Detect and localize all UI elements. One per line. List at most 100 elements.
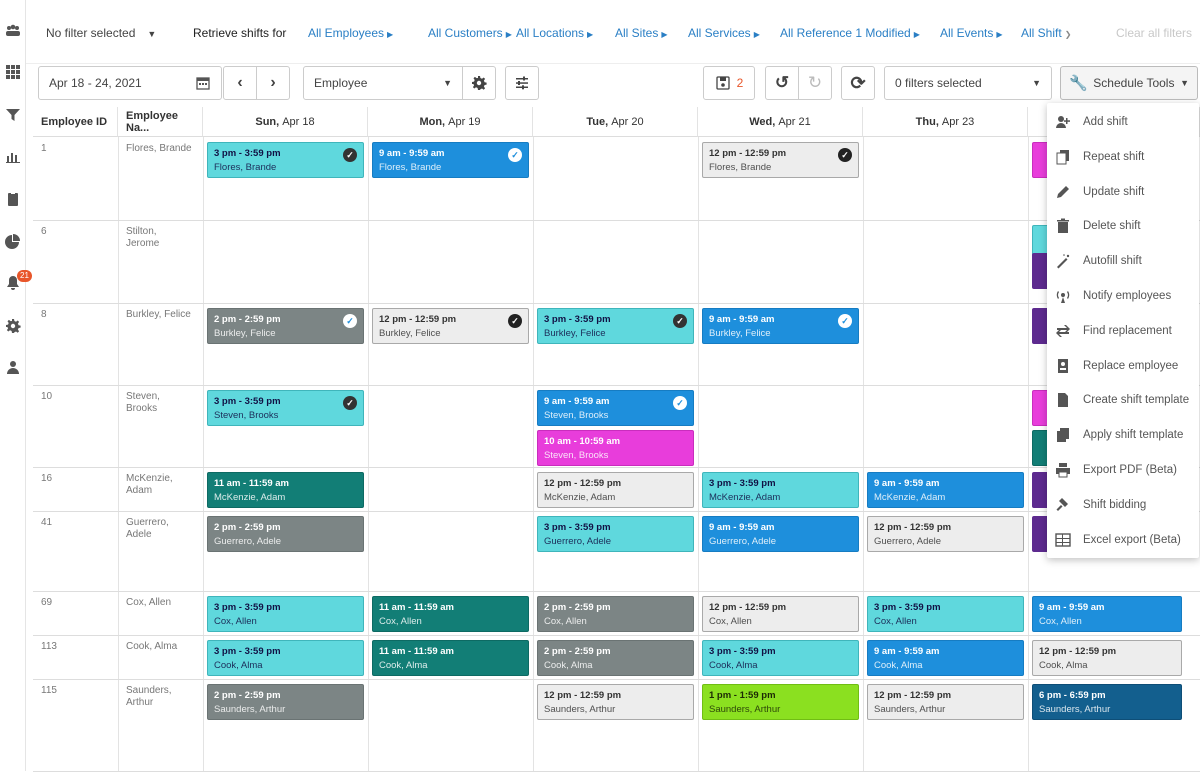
menu-item-repeat-shift[interactable]: Repeat shift [1047, 142, 1199, 172]
shift-card[interactable]: 12 pm - 12:59 pm Saunders, Arthur [537, 684, 694, 720]
menu-item-shift-bidding[interactable]: Shift bidding [1047, 490, 1199, 520]
menu-item-notify-employees[interactable]: Notify employees [1047, 281, 1199, 311]
employee-name-cell[interactable]: Cox, Allen [126, 597, 172, 608]
day-header[interactable]: Mon, Apr 19 [368, 107, 533, 137]
employee-name-cell[interactable]: Guerrero, Adele [126, 517, 169, 540]
grid-icon[interactable] [4, 63, 22, 81]
filter-sites[interactable]: All Sites ▶ [615, 26, 668, 40]
shift-card[interactable]: 3 pm - 3:59 pm Flores, Brande ✓ [207, 142, 364, 178]
refresh-icon: ⟳ [850, 72, 866, 93]
shift-card[interactable]: 2 pm - 2:59 pm Saunders, Arthur [207, 684, 364, 720]
undo-button[interactable]: ↺ [765, 66, 799, 100]
menu-item-add-shift[interactable]: Add shift [1047, 107, 1199, 137]
refresh-button[interactable]: ⟳ [841, 66, 875, 100]
shift-card[interactable]: 6 pm - 6:59 pm Saunders, Arthur [1032, 684, 1182, 720]
filter-select[interactable]: No filter selected ▼ [46, 26, 157, 40]
chevron-down-icon: ▼ [1180, 78, 1189, 88]
menu-item-delete-shift[interactable]: Delete shift [1047, 211, 1199, 241]
employee-name-cell[interactable]: Saunders, Arthur [126, 685, 172, 708]
shift-card[interactable]: 11 am - 11:59 am McKenzie, Adam [207, 472, 364, 508]
shift-card[interactable]: 11 am - 11:59 am Cox, Allen [372, 596, 529, 632]
shift-card[interactable]: 3 pm - 3:59 pm Burkley, Felice ✓ [537, 308, 694, 344]
filter-events[interactable]: All Events ▶ [940, 26, 1003, 40]
employee-name-cell[interactable]: Cook, Alma [126, 641, 178, 652]
chart-icon[interactable] [4, 147, 22, 165]
bell-icon[interactable]: 21 [4, 270, 32, 292]
menu-item-excel-export-beta[interactable]: Excel export (Beta) [1047, 525, 1199, 555]
shift-card[interactable]: 9 am - 9:59 am Cook, Alma [867, 640, 1024, 676]
employee-name-cell[interactable]: Steven, Brooks [126, 391, 160, 414]
employee-name-cell[interactable]: Burkley, Felice [126, 309, 191, 320]
shift-card[interactable]: 3 pm - 3:59 pm Guerrero, Adele [537, 516, 694, 552]
shift-card[interactable]: 9 am - 9:59 am Steven, Brooks ✓ [537, 390, 694, 426]
employee-name-cell[interactable]: McKenzie, Adam [126, 473, 173, 496]
shift-card[interactable]: 3 pm - 3:59 pm Cox, Allen [207, 596, 364, 632]
day-header[interactable]: Thu, Apr 23 [863, 107, 1028, 137]
clear-all-filters[interactable]: Clear all filters [1116, 26, 1193, 40]
menu-item-autofill-shift[interactable]: Autofill shift [1047, 246, 1199, 276]
shift-card[interactable]: 9 am - 9:59 am Burkley, Felice ✓ [702, 308, 859, 344]
employee-name-cell[interactable]: Flores, Brande [126, 143, 192, 154]
shift-card[interactable]: 9 am - 9:59 am Guerrero, Adele [702, 516, 859, 552]
shift-card[interactable]: 3 pm - 3:59 pm Cook, Alma [207, 640, 364, 676]
schedule-tools-button[interactable]: 🔧 Schedule Tools ▼ [1060, 66, 1198, 100]
shift-card[interactable]: 2 pm - 2:59 pm Cook, Alma [537, 640, 694, 676]
shift-card[interactable]: 10 am - 10:59 am Steven, Brooks [537, 430, 694, 466]
prev-week-button[interactable]: ‹ [223, 66, 257, 100]
filter-employees[interactable]: All Employees ▶ [308, 26, 394, 40]
col-header-employee-name[interactable]: Employee Na... [118, 107, 203, 137]
user-icon[interactable] [4, 358, 22, 376]
view-settings-button[interactable] [462, 66, 496, 100]
save-changes-button[interactable]: 2 [703, 66, 755, 100]
shift-card[interactable]: 9 am - 9:59 am Cox, Allen [1032, 596, 1182, 632]
shift-card[interactable]: 1 pm - 1:59 pm Saunders, Arthur [702, 684, 859, 720]
redo-button[interactable]: ↻ [798, 66, 832, 100]
filter-customers[interactable]: All Customers ▶ [428, 26, 512, 40]
next-week-button[interactable]: › [256, 66, 290, 100]
shift-time: 11 am - 11:59 am [214, 478, 289, 489]
menu-item-apply-shift-template[interactable]: Apply shift template [1047, 420, 1199, 450]
day-header[interactable]: Sun, Apr 18 [203, 107, 368, 137]
shift-card[interactable]: 12 pm - 12:59 pm Burkley, Felice ✓ [372, 308, 529, 344]
gear-icon[interactable] [4, 317, 22, 335]
shift-card[interactable]: 9 am - 9:59 am Flores, Brande ✓ [372, 142, 529, 178]
shift-card[interactable]: 11 am - 11:59 am Cook, Alma [372, 640, 529, 676]
shift-time: 3 pm - 3:59 pm [214, 396, 281, 407]
shift-card[interactable]: 3 pm - 3:59 pm Cook, Alma [702, 640, 859, 676]
date-range-picker[interactable]: Apr 18 - 24, 2021 [38, 66, 222, 100]
saved-filters-select[interactable]: 0 filters selected ▼ [884, 66, 1052, 100]
shift-employee: Cox, Allen [709, 616, 752, 627]
group-by-select[interactable]: Employee ▼ [303, 66, 463, 100]
employee-name-cell[interactable]: Stilton, Jerome [126, 226, 160, 249]
menu-item-update-shift[interactable]: Update shift [1047, 177, 1199, 207]
shift-card[interactable]: 3 pm - 3:59 pm Steven, Brooks ✓ [207, 390, 364, 426]
filter-icon[interactable] [4, 106, 22, 124]
columns-settings-button[interactable] [505, 66, 539, 100]
menu-item-export-pdf-beta[interactable]: Export PDF (Beta) [1047, 455, 1199, 485]
col-header-employee-id[interactable]: Employee ID [33, 107, 118, 137]
day-header[interactable]: Wed, Apr 21 [698, 107, 863, 137]
pie-chart-icon[interactable] [4, 232, 22, 250]
filter-services[interactable]: All Services ▶ [688, 26, 760, 40]
shift-card[interactable]: 2 pm - 2:59 pm Burkley, Felice ✓ [207, 308, 364, 344]
shift-card[interactable]: 2 pm - 2:59 pm Cox, Allen [537, 596, 694, 632]
shift-card[interactable]: 12 pm - 12:59 pm McKenzie, Adam [537, 472, 694, 508]
filter-locations[interactable]: All Locations ▶ [516, 26, 594, 40]
menu-item-create-shift-template[interactable]: Create shift template [1047, 385, 1199, 415]
shift-card[interactable]: 3 pm - 3:59 pm Cox, Allen [867, 596, 1024, 632]
filter-shift[interactable]: All Shift ❯ [1021, 26, 1072, 40]
shift-card[interactable]: 12 pm - 12:59 pm Cook, Alma [1032, 640, 1182, 676]
menu-item-replace-employee[interactable]: Replace employee [1047, 351, 1199, 381]
shift-card[interactable]: 9 am - 9:59 am McKenzie, Adam [867, 472, 1024, 508]
shift-card[interactable]: 12 pm - 12:59 pm Cox, Allen [702, 596, 859, 632]
shift-card[interactable]: 2 pm - 2:59 pm Guerrero, Adele [207, 516, 364, 552]
team-icon[interactable] [4, 22, 22, 40]
shift-card[interactable]: 12 pm - 12:59 pm Flores, Brande ✓ [702, 142, 859, 178]
day-header[interactable]: Tue, Apr 20 [533, 107, 698, 137]
filter-reference[interactable]: All Reference 1 Modified ▶ [780, 26, 920, 40]
shift-card[interactable]: 12 pm - 12:59 pm Saunders, Arthur [867, 684, 1024, 720]
shift-card[interactable]: 3 pm - 3:59 pm McKenzie, Adam [702, 472, 859, 508]
menu-item-find-replacement[interactable]: Find replacement [1047, 316, 1199, 346]
clipboard-icon[interactable] [4, 190, 22, 208]
shift-card[interactable]: 12 pm - 12:59 pm Guerrero, Adele [867, 516, 1024, 552]
